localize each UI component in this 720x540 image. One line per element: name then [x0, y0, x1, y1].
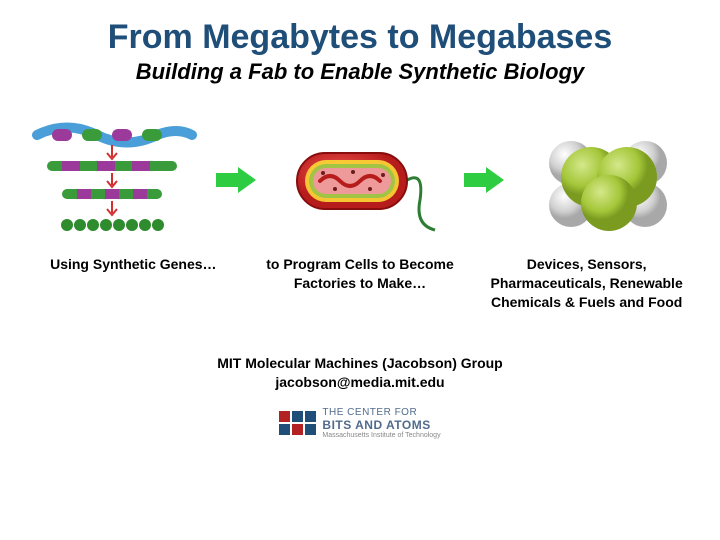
- subtitle: Building a Fab to Enable Synthetic Biolo…: [0, 59, 720, 85]
- diagram-row: [0, 85, 720, 255]
- caption-mid: to Program Cells to Become Factories to …: [260, 255, 460, 312]
- logo-line2: BITS AND ATOMS: [322, 418, 440, 432]
- arrow-icon: [214, 165, 258, 195]
- title-block: From Megabytes to Megabases Building a F…: [0, 0, 720, 85]
- genes-diagram: [27, 115, 197, 245]
- caption-left: Using Synthetic Genes…: [33, 255, 233, 312]
- genes-panel: [27, 115, 197, 245]
- footer-email: jacobson@media.mit.edu: [0, 373, 720, 393]
- cell-diagram: [275, 115, 445, 245]
- logo-line1: THE CENTER FOR: [322, 407, 440, 418]
- footer-group: MIT Molecular Machines (Jacobson) Group: [0, 354, 720, 374]
- molecule-diagram: [523, 115, 693, 245]
- arrow-icon: [462, 165, 506, 195]
- footer-block: MIT Molecular Machines (Jacobson) Group …: [0, 354, 720, 439]
- molecule-panel: [523, 115, 693, 245]
- cba-logo: THE CENTER FOR BITS AND ATOMS Massachuse…: [0, 407, 720, 439]
- logo-text: THE CENTER FOR BITS AND ATOMS Massachuse…: [322, 407, 440, 439]
- logo-grid-icon: [279, 411, 316, 435]
- main-title: From Megabytes to Megabases: [0, 18, 720, 57]
- arrow-2: [459, 165, 509, 195]
- captions-row: Using Synthetic Genes… to Program Cells …: [0, 255, 720, 312]
- logo-line3: Massachusetts Institute of Technology: [322, 432, 440, 439]
- arrow-1: [211, 165, 261, 195]
- caption-right: Devices, Sensors, Pharmaceuticals, Renew…: [487, 255, 687, 312]
- cell-panel: [275, 115, 445, 245]
